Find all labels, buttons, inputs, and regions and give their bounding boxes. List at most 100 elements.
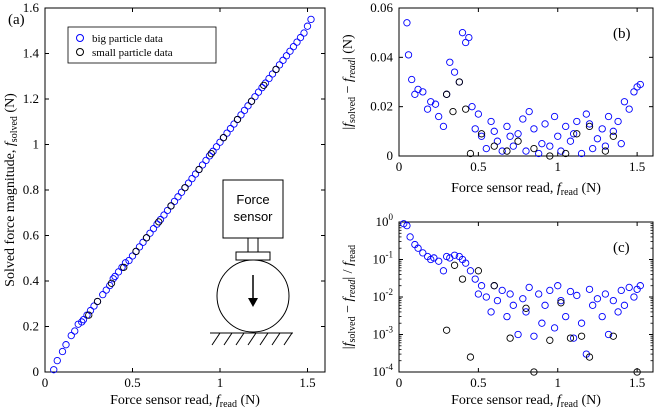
x-tick-label: 1 bbox=[555, 159, 562, 174]
y-tick-label: 1 bbox=[33, 137, 40, 152]
data-series bbox=[403, 19, 644, 160]
big-particle-point bbox=[191, 170, 200, 178]
small-particle-point bbox=[142, 234, 151, 242]
big-particle-point bbox=[604, 112, 613, 121]
big-particle-point bbox=[265, 74, 273, 83]
small-particle-point bbox=[93, 297, 102, 306]
small-particle-point bbox=[207, 149, 215, 158]
legend-label-big: big particle data bbox=[92, 33, 163, 45]
y-axis-label: Solved force magnitude, fsolved (N) bbox=[3, 93, 20, 287]
small-particle-point bbox=[490, 282, 498, 290]
y-tick-label: 10-4 bbox=[373, 362, 394, 379]
big-particle-point bbox=[156, 215, 165, 224]
y-tick-label: 0.6 bbox=[23, 228, 40, 243]
x-ticks: 0 0.5 1 1.5 bbox=[396, 222, 645, 390]
big-particle-point bbox=[419, 249, 427, 257]
big-particle-point bbox=[62, 341, 70, 349]
big-particle-point bbox=[493, 296, 502, 305]
big-particle-point bbox=[296, 33, 305, 42]
small-particle-point bbox=[85, 311, 93, 319]
big-particle-point bbox=[562, 312, 570, 321]
big-particle-point bbox=[139, 238, 147, 246]
small-particle-point bbox=[546, 336, 554, 344]
big-particle-point bbox=[86, 306, 95, 315]
small-particle-point bbox=[601, 147, 610, 155]
small-particle-point bbox=[577, 332, 586, 340]
big-particle-point bbox=[170, 197, 179, 206]
panel-label: (a) bbox=[8, 12, 25, 28]
big-particle-point bbox=[468, 103, 476, 111]
big-particle-point bbox=[303, 22, 312, 30]
big-particle-point bbox=[403, 19, 411, 27]
small-particle-point bbox=[195, 165, 203, 174]
big-particle-point bbox=[550, 324, 559, 332]
sensor-box bbox=[222, 179, 284, 239]
small-particle-point bbox=[260, 81, 268, 90]
big-particle-point bbox=[71, 327, 79, 335]
big-particle-point bbox=[601, 142, 610, 150]
small-particle-point bbox=[449, 107, 457, 116]
big-particle-point bbox=[569, 130, 578, 138]
big-particle-point bbox=[593, 295, 602, 303]
small-particle-point bbox=[633, 368, 641, 376]
y-tick-label: 100 bbox=[376, 212, 394, 229]
big-particle-point bbox=[439, 267, 448, 275]
small-particle-point bbox=[546, 152, 554, 160]
sensor-stem bbox=[247, 237, 259, 253]
big-particle-point bbox=[506, 132, 514, 140]
big-particle-point bbox=[198, 161, 207, 169]
y-tick-label: 0.8 bbox=[23, 182, 39, 197]
big-particle-point bbox=[466, 267, 475, 275]
big-particle-point bbox=[78, 318, 86, 326]
force-arrow-head bbox=[248, 298, 258, 307]
big-particle-point bbox=[562, 122, 570, 131]
small-particle-point bbox=[233, 115, 242, 124]
big-particle-point bbox=[487, 308, 495, 316]
big-particle-point bbox=[589, 144, 597, 153]
big-particle-point bbox=[125, 256, 133, 265]
big-particle-point bbox=[216, 138, 224, 146]
big-particle-point bbox=[153, 220, 161, 228]
big-particle-point bbox=[566, 287, 575, 296]
big-particle-point bbox=[90, 302, 98, 310]
big-particle-point bbox=[414, 244, 422, 252]
y-tick-label: 0 bbox=[33, 364, 40, 379]
small-particle-point bbox=[107, 279, 116, 287]
big-particle-point bbox=[514, 330, 522, 339]
big-particle-point bbox=[230, 120, 238, 128]
legend-marker-small bbox=[76, 48, 84, 56]
small-particle-point bbox=[530, 368, 538, 376]
y-tick-label: 0 bbox=[387, 148, 394, 163]
x-axis-label: Force sensor read, fread (N) bbox=[110, 393, 260, 410]
big-particle-point bbox=[506, 290, 514, 298]
big-particle-point bbox=[474, 110, 483, 118]
sensor-label-line1: Force bbox=[236, 192, 269, 207]
big-particle-point bbox=[585, 285, 594, 293]
small-particle-point bbox=[609, 332, 617, 340]
big-particle-point bbox=[585, 120, 594, 128]
big-particle-point bbox=[617, 140, 625, 148]
x-tick-label: 1 bbox=[217, 375, 224, 390]
big-particle-point bbox=[289, 43, 298, 51]
small-particle-point bbox=[514, 137, 522, 145]
big-particle-point bbox=[279, 56, 287, 64]
small-particle-point bbox=[462, 105, 470, 113]
big-particle-point bbox=[58, 347, 67, 356]
big-particle-point bbox=[146, 229, 154, 237]
panel-a: 0 0.5 1 1.5 0 0.2 0.4 0.6 0.8 1 1.2 1.4 1.6 (a) For… bbox=[3, 0, 326, 410]
big-particle-point bbox=[614, 308, 622, 316]
big-particle-point bbox=[300, 29, 308, 37]
big-particle-point bbox=[609, 296, 617, 305]
big-particle-point bbox=[546, 286, 554, 295]
big-particle-point bbox=[435, 257, 443, 265]
big-particle-point bbox=[237, 111, 245, 119]
big-particle-point bbox=[149, 225, 158, 233]
big-particle-point bbox=[471, 125, 479, 133]
big-particle-point bbox=[258, 83, 266, 92]
big-particle-point bbox=[519, 295, 527, 303]
big-particle-point bbox=[226, 124, 235, 133]
big-particle-point bbox=[431, 100, 440, 108]
big-particle-point bbox=[240, 106, 249, 115]
x-tick-label: 1 bbox=[555, 375, 562, 390]
big-particle-point bbox=[554, 282, 562, 290]
